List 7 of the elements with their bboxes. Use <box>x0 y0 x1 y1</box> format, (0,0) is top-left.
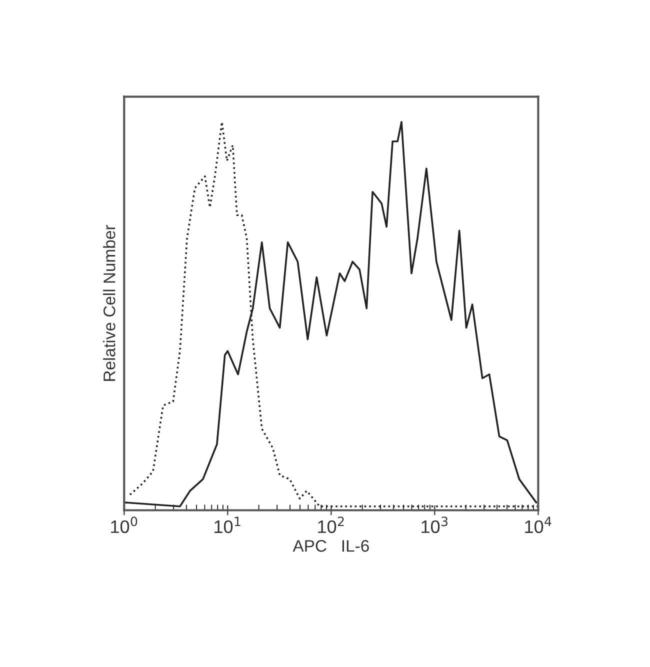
x-tick-label: 10$^{3}$ <box>422 516 448 534</box>
x-axis-title: APC IL-6 <box>292 540 369 552</box>
x-tick-label: 10$^{2}$ <box>318 516 344 534</box>
x-tick-label: 10$^{1}$ <box>214 516 240 534</box>
y-axis-title: Relative Cell Number <box>103 225 116 381</box>
x-tick-label: 10$^{0}$ <box>111 516 138 534</box>
x-tick-label: 10$^{4}$ <box>525 516 552 534</box>
